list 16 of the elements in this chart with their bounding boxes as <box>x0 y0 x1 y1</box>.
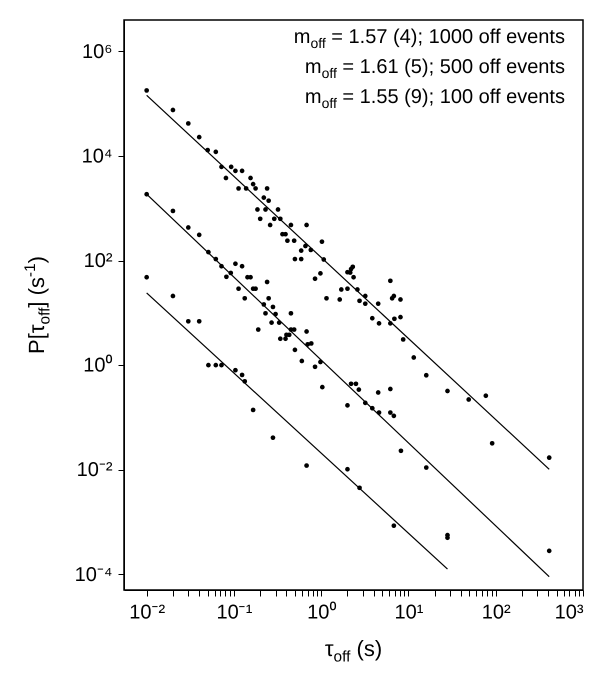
y-tick-label: 10⁰ <box>83 354 112 377</box>
annotation: m$_{off}$ = 1.61 (5); 500 off events <box>304 56 565 81</box>
y-tick-label: 10⁻² <box>76 459 113 482</box>
annotation: m$_{off}$ = 1.55 (9); 100 off events <box>304 86 565 111</box>
x-tick-label: 10⁰ <box>307 600 336 624</box>
y-tick-label: 10⁴ <box>82 146 112 168</box>
x-tick-label: 10⁻² <box>129 602 166 624</box>
y-tick-label: 10⁻⁴ <box>74 564 112 586</box>
x-tick-label: 10¹ <box>394 602 424 624</box>
x-tick-label: 10³ <box>554 602 584 624</box>
x-axis-title: τ$_{off}$ (s) <box>324 636 384 666</box>
annotation: m$_{off}$ = 1.57 (4); 1000 off events <box>294 26 565 51</box>
y-tick-label: 10² <box>84 250 113 272</box>
x-tick-label: 10⁻¹ <box>216 602 253 624</box>
x-tick-label: 10² <box>482 602 512 624</box>
y-tick-label: 10⁶ <box>82 40 112 63</box>
